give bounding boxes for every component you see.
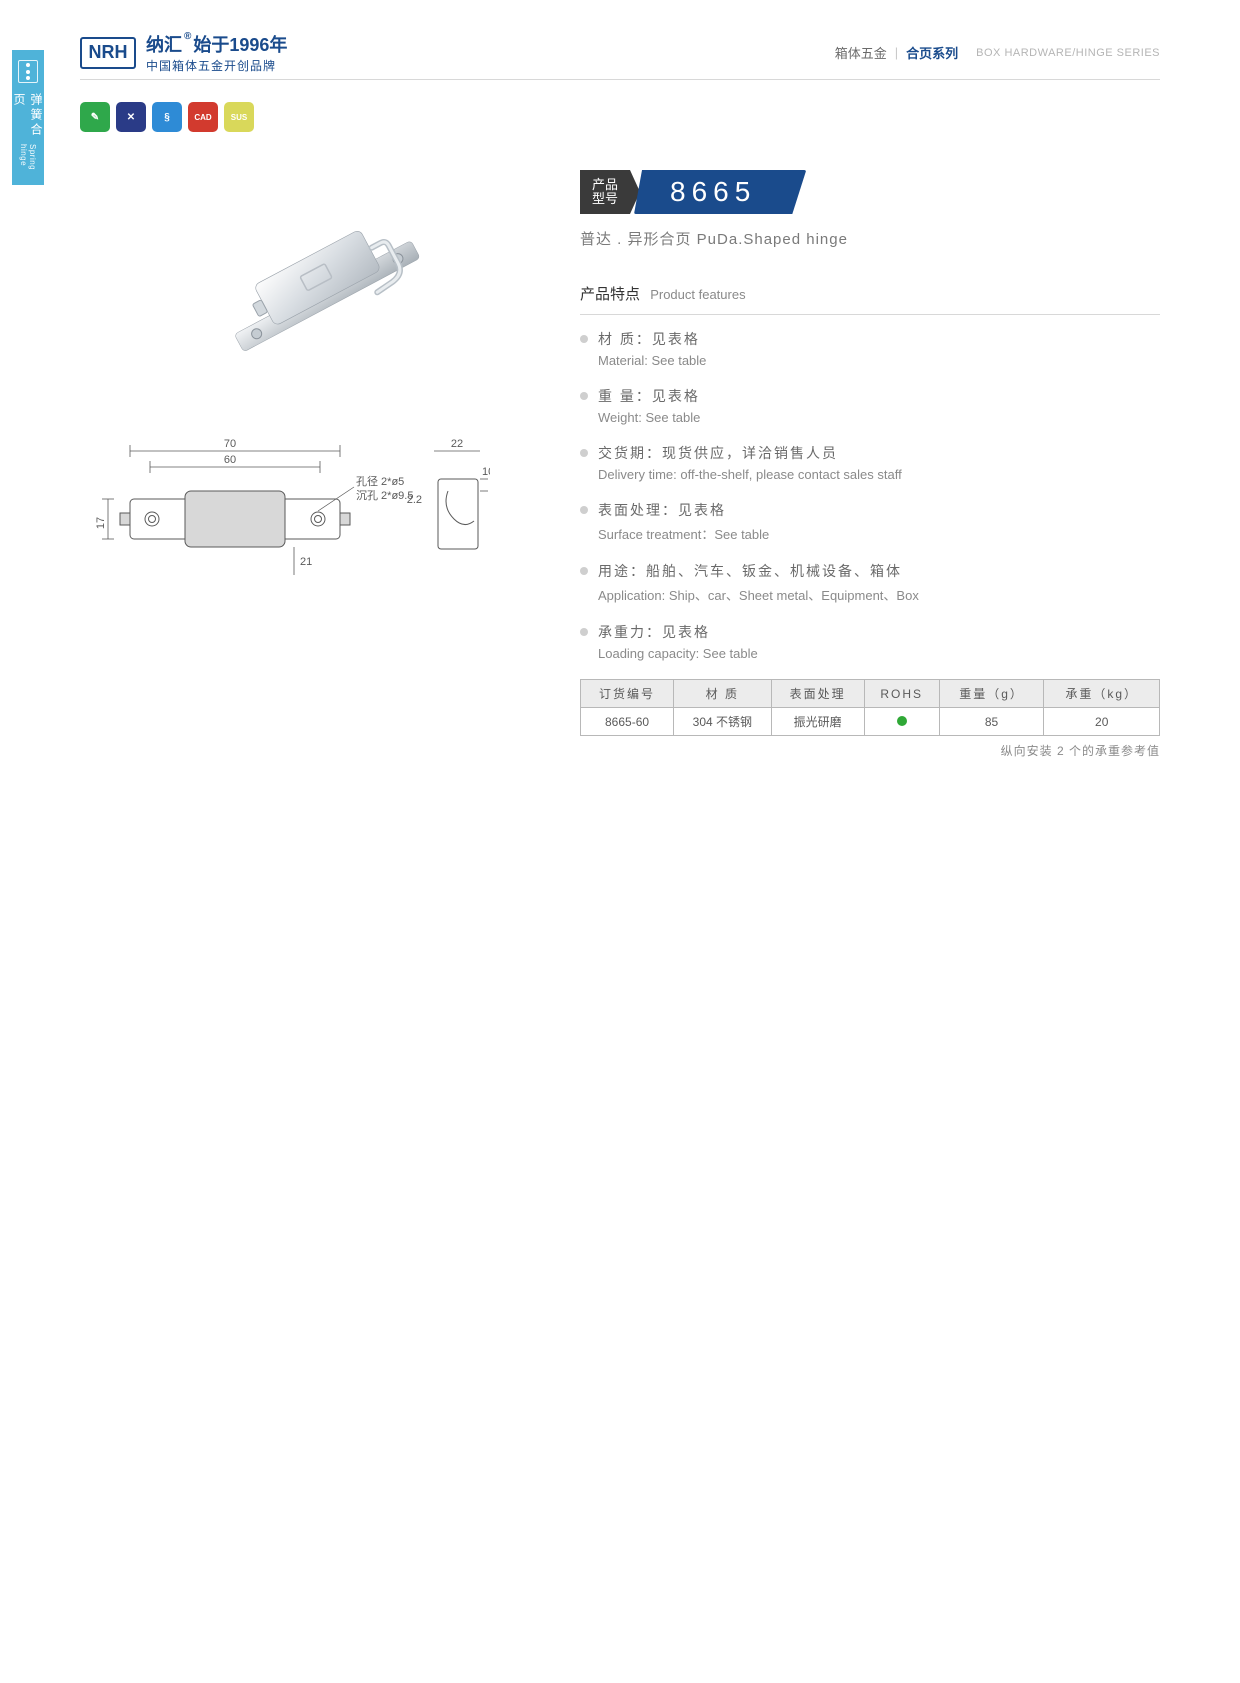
spec-cell: 85 [939, 708, 1044, 736]
features-heading: 产品特点 Product features [580, 283, 1160, 315]
dim-10: 10 [482, 466, 490, 478]
dim-70: 70 [224, 438, 236, 450]
model-label-l1: 产品 [592, 178, 618, 192]
features-heading-en: Product features [650, 287, 745, 302]
spec-table-header-row: 订货编号材 质表面处理ROHS重量（g）承重（kg） [581, 680, 1160, 708]
feature-item: 承重力：见表格 Loading capacity: See table [580, 622, 1160, 661]
feature-badge-4: SUS [224, 102, 254, 132]
feature-badge-0: ✎ [80, 102, 110, 132]
spec-th: 重量（g） [939, 680, 1044, 708]
model-label-l2: 型号 [592, 192, 618, 206]
spec-th: 材 质 [674, 680, 772, 708]
product-subtitle: 普达 . 异形合页 PuDa.Shaped hinge [580, 228, 1160, 249]
header-cn1: 箱体五金 [835, 43, 887, 62]
feature-en: Loading capacity: See table [598, 646, 1160, 661]
dim-17: 17 [95, 517, 107, 529]
feature-cn: 承重力：见表格 [598, 622, 1160, 642]
feature-en: Material: See table [598, 353, 1160, 368]
feature-cn: 交货期：现货供应，详洽销售人员 [598, 443, 1160, 463]
spec-th: 承重（kg） [1044, 680, 1160, 708]
feature-badge-2: § [152, 102, 182, 132]
header-cn2: 合页系列 [906, 43, 958, 62]
spec-table: 订货编号材 质表面处理ROHS重量（g）承重（kg） 8665-60304 不锈… [580, 679, 1160, 736]
feature-en: Application: Ship、car、Sheet metal、Equipm… [598, 585, 1160, 604]
brand-since: 始于1996年 [193, 35, 287, 55]
spec-th: 订货编号 [581, 680, 674, 708]
dim-2-2: 2.2 [407, 494, 422, 506]
brand-cn: 纳汇 [146, 35, 182, 55]
left-column: 70 60 [80, 145, 540, 759]
badge-row: ✎✕§CADSUS [80, 102, 254, 132]
right-column: 产品 型号 8665 普达 . 异形合页 PuDa.Shaped hinge 产… [580, 145, 1160, 759]
hole-label-1: 孔径 2*ø5 [356, 475, 404, 488]
model-label: 产品 型号 [580, 170, 630, 214]
spec-cell: 20 [1044, 708, 1160, 736]
brand-tagline: 中国箱体五金开创品牌 [146, 57, 287, 74]
spec-th: ROHS [864, 680, 939, 708]
technical-drawing: 70 60 [90, 435, 490, 595]
spec-cell [864, 708, 939, 736]
side-category-tab: 弹簧合页 Spring hinge [12, 50, 44, 185]
dim-60: 60 [224, 454, 236, 466]
model-number: 8665 [634, 170, 806, 214]
feature-item: 用途：船舶、汽车、钣金、机械设备、箱体 Application: Ship、car… [580, 561, 1160, 604]
features-list: 材 质：见表格 Material: See table 重 量：见表格 Weight:… [580, 329, 1160, 661]
feature-item: 重 量：见表格 Weight: See table [580, 386, 1160, 425]
dim-21: 21 [300, 556, 312, 568]
page-header: NRH 纳汇®始于1996年 中国箱体五金开创品牌 箱体五金 | 合页系列 BO… [80, 26, 1160, 80]
feature-cn: 用途：船舶、汽车、钣金、机械设备、箱体 [598, 561, 1160, 581]
model-badge: 产品 型号 8665 [580, 170, 1160, 214]
feature-cn: 材 质：见表格 [598, 329, 1160, 349]
spec-row: 8665-60304 不锈钢振光研磨 8520 [581, 708, 1160, 736]
feature-en: Surface treatment：See table [598, 524, 1160, 543]
feature-badge-1: ✕ [116, 102, 146, 132]
spec-cell: 振光研磨 [771, 708, 864, 736]
logo-mark: NRH [80, 37, 136, 69]
feature-cn: 表面处理：见表格 [598, 500, 1160, 520]
hole-label-2: 沉孔 2*ø9.5 [356, 489, 413, 502]
spec-cell: 304 不锈钢 [674, 708, 772, 736]
product-photo [150, 175, 470, 395]
features-heading-cn: 产品特点 [580, 286, 640, 303]
rohs-dot-icon [897, 716, 907, 726]
feature-en: Delivery time: off-the-shelf, please con… [598, 467, 1160, 482]
header-sep: | [895, 45, 898, 60]
feature-item: 材 质：见表格 Material: See table [580, 329, 1160, 368]
header-category: 箱体五金 | 合页系列 BOX HARDWARE/HINGE SERIES [835, 43, 1160, 62]
logo-block: NRH 纳汇®始于1996年 中国箱体五金开创品牌 [80, 31, 287, 74]
hinge-icon [18, 60, 38, 83]
logo-text: 纳汇®始于1996年 中国箱体五金开创品牌 [146, 31, 287, 74]
feature-en: Weight: See table [598, 410, 1160, 425]
side-tab-en: Spring hinge [19, 144, 37, 185]
content: 70 60 [80, 145, 1160, 759]
feature-badge-3: CAD [188, 102, 218, 132]
spec-th: 表面处理 [771, 680, 864, 708]
spec-cell: 8665-60 [581, 708, 674, 736]
feature-item: 表面处理：见表格 Surface treatment：See table [580, 500, 1160, 543]
dim-22: 22 [451, 438, 463, 450]
feature-cn: 重 量：见表格 [598, 386, 1160, 406]
header-en: BOX HARDWARE/HINGE SERIES [976, 47, 1160, 59]
side-tab-cn: 弹簧合页 [11, 93, 45, 142]
spec-table-note: 纵向安装 2 个的承重参考值 [580, 742, 1160, 759]
feature-item: 交货期：现货供应，详洽销售人员 Delivery time: off-the-sh… [580, 443, 1160, 482]
